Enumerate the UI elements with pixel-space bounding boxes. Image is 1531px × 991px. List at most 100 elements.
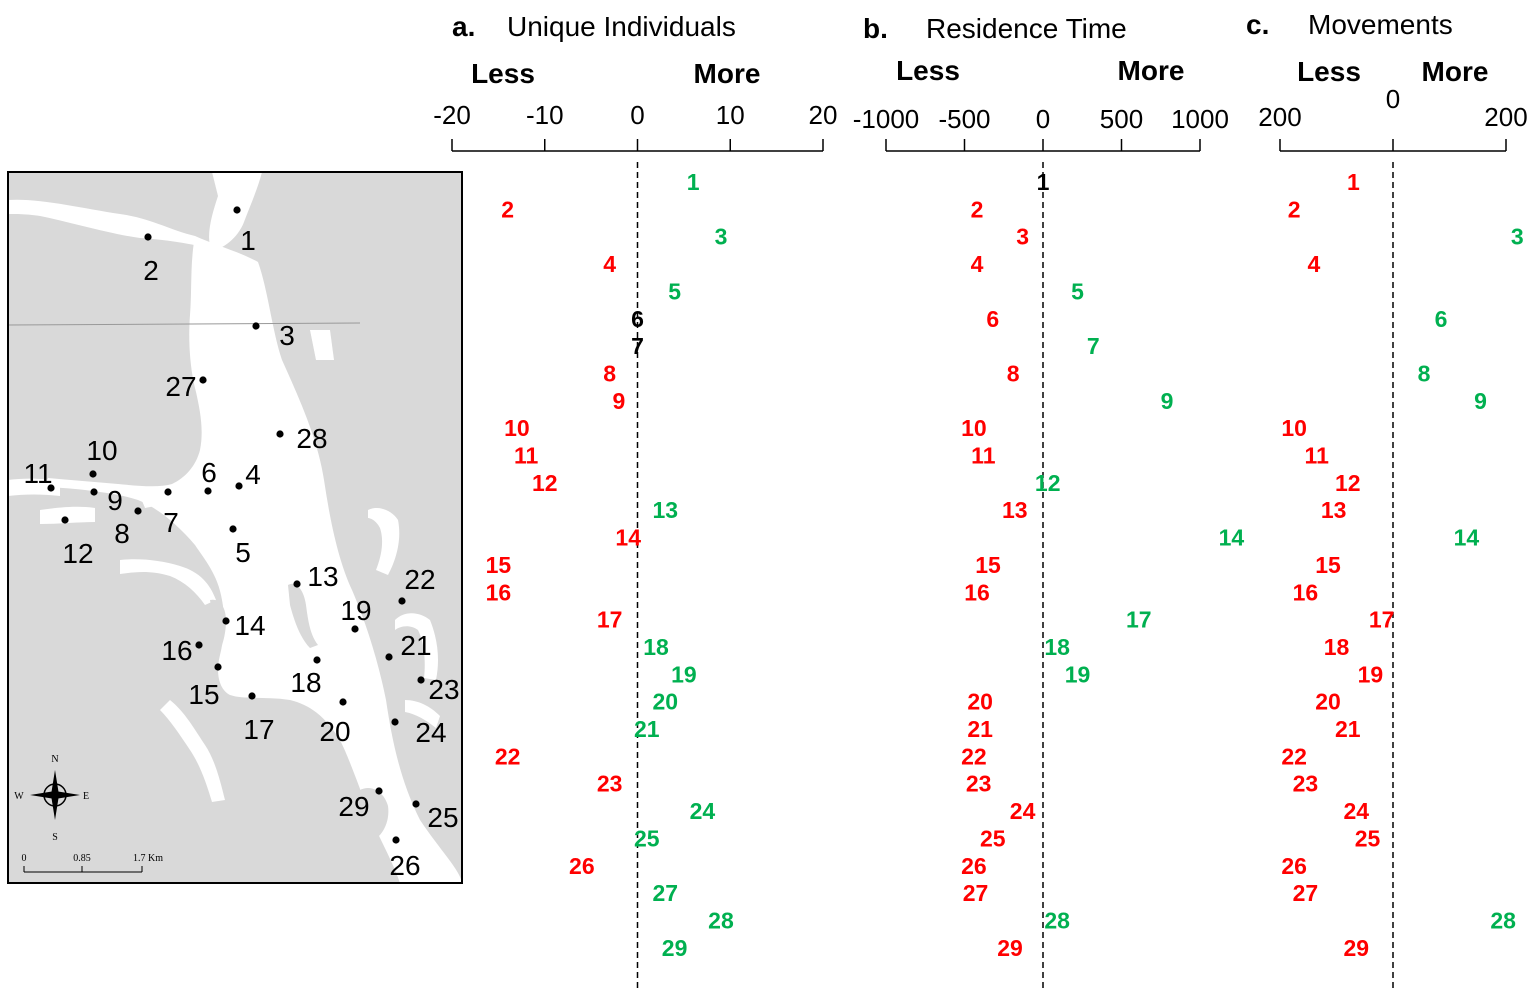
- site-point-label: 18: [643, 634, 669, 660]
- map-site-dot: [392, 836, 400, 844]
- site-point-label: 16: [1293, 579, 1319, 605]
- site-point-label: 25: [634, 825, 660, 851]
- map-site-dot: [313, 656, 321, 664]
- map-site-label: 29: [338, 791, 369, 822]
- more-label: More: [694, 58, 761, 89]
- map-site-label: 26: [389, 850, 420, 881]
- site-point-label: 28: [1044, 907, 1070, 933]
- map-site-label: 23: [428, 674, 459, 705]
- site-point-label: 27: [1293, 880, 1319, 906]
- site-point-label: 3: [1511, 224, 1524, 250]
- site-point-label: 19: [1358, 661, 1384, 687]
- site-point-label: 23: [966, 771, 992, 797]
- compass-e: E: [83, 791, 89, 802]
- map-site-label: 9: [107, 485, 123, 516]
- site-point-label: 17: [1126, 607, 1152, 633]
- map-site-label: 10: [86, 435, 117, 466]
- site-point-label: 11: [1305, 443, 1330, 469]
- site-point-label: 3: [715, 224, 728, 250]
- panel-title: Residence Time: [926, 13, 1127, 44]
- map-site-dot: [144, 233, 152, 241]
- site-point-label: 1: [1037, 169, 1050, 195]
- panel-letter: a.: [452, 11, 475, 42]
- site-point-label: 8: [1007, 360, 1020, 386]
- map-site-label: 7: [163, 507, 179, 538]
- less-label: Less: [471, 58, 535, 89]
- map-frame: [7, 171, 463, 884]
- site-point-label: 29: [997, 935, 1023, 961]
- site-point-label: 14: [615, 525, 641, 551]
- site-point-label: 14: [1454, 525, 1480, 551]
- site-point-label: 1: [1347, 169, 1360, 195]
- site-point-label: 26: [569, 853, 595, 879]
- site-point-label: 10: [961, 415, 987, 441]
- map-site-label: 27: [165, 371, 196, 402]
- map-site-label: 16: [161, 635, 192, 666]
- map-site-markers: 1234567891011121314151617181920212223242…: [23, 206, 460, 881]
- site-point-label: 17: [1369, 607, 1395, 633]
- site-point-label: 7: [631, 333, 644, 359]
- more-label: More: [1118, 55, 1185, 86]
- state-boundary-line: [7, 322, 361, 326]
- x-tick-label: 20: [809, 100, 838, 130]
- site-point-label: 10: [504, 415, 530, 441]
- x-tick-label: 200: [1258, 102, 1301, 132]
- site-point-label: 18: [1324, 634, 1350, 660]
- map-site-dot: [351, 625, 359, 633]
- map-site-dot: [199, 376, 207, 384]
- site-point-label: 29: [1343, 935, 1369, 961]
- map-site-label: 6: [201, 457, 217, 488]
- site-point-label: 14: [1219, 525, 1245, 551]
- site-point-label: 4: [1308, 251, 1321, 277]
- site-point-label: 15: [1315, 552, 1341, 578]
- panel-letter: b.: [863, 13, 888, 44]
- site-point-label: 23: [597, 771, 623, 797]
- site-point-label: 19: [1065, 661, 1091, 687]
- map-site-dot: [375, 787, 383, 795]
- map-site-dot: [385, 653, 393, 661]
- map-site-dot: [204, 487, 212, 495]
- map-water: [8, 172, 462, 883]
- map-site-label: 24: [415, 717, 446, 748]
- site-point-label: 10: [1281, 415, 1307, 441]
- map-site-dot: [398, 597, 406, 605]
- site-point-label: 26: [1281, 853, 1307, 879]
- compass-w: W: [14, 791, 24, 802]
- map-site-label: 14: [234, 610, 265, 641]
- site-point-label: 16: [486, 579, 512, 605]
- site-point-label: 24: [690, 798, 716, 824]
- panel-letter: c.: [1246, 9, 1269, 40]
- site-point-label: 27: [963, 880, 989, 906]
- site-point-label: 5: [668, 278, 681, 304]
- x-tick-label: -10: [526, 100, 564, 130]
- map-site-label: 15: [188, 679, 219, 710]
- x-tick-label: 0: [630, 100, 644, 130]
- site-point-label: 16: [964, 579, 990, 605]
- site-point-label: 28: [1490, 907, 1516, 933]
- x-tick-label: 0: [1386, 84, 1400, 114]
- map-site-label: 21: [400, 630, 431, 661]
- map-site-label: 25: [427, 802, 458, 833]
- less-label: Less: [896, 55, 960, 86]
- x-tick-label: -20: [433, 100, 471, 130]
- map-site-dot: [89, 470, 97, 478]
- map-site-dot: [235, 482, 243, 490]
- map-site-dot: [214, 663, 222, 671]
- scale-bar: 0 0.85 1.7 Km: [22, 853, 163, 873]
- x-tick-label: 200: [1484, 102, 1527, 132]
- compass-s: S: [52, 832, 58, 843]
- site-point-label: 12: [532, 470, 558, 496]
- study-area-map: 1234567891011121314151617181920212223242…: [7, 171, 463, 884]
- site-point-label: 28: [708, 907, 734, 933]
- site-point-label: 25: [980, 825, 1006, 851]
- map-site-dot: [195, 641, 203, 649]
- site-point-label: 2: [971, 196, 984, 222]
- site-point-label: 24: [1343, 798, 1369, 824]
- map-site-dot: [134, 507, 142, 515]
- site-point-label: 22: [961, 743, 987, 769]
- map-site-label: 13: [307, 561, 338, 592]
- compass-rose-icon: N S E W: [14, 754, 89, 843]
- map-site-label: 28: [296, 423, 327, 454]
- map-site-dot: [293, 580, 301, 588]
